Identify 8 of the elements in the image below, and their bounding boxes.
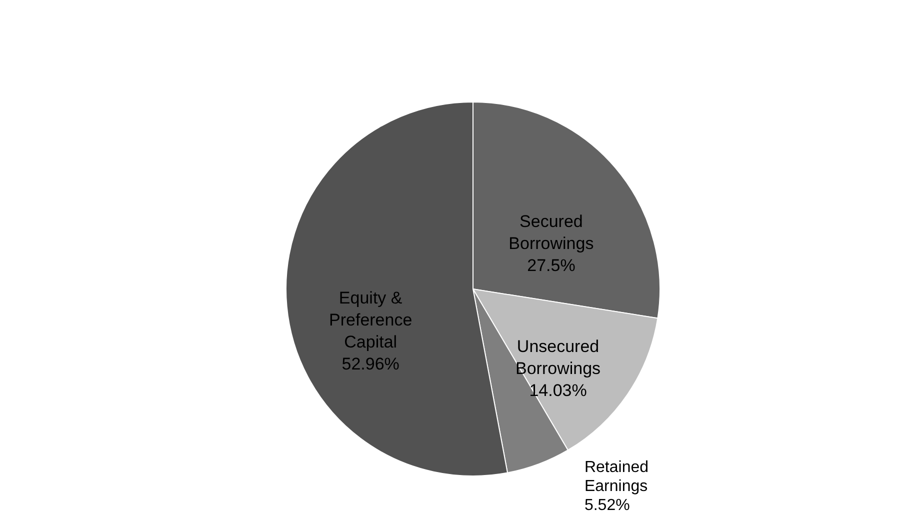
data-label: 14.03%	[529, 380, 587, 400]
slice-label: Retained Earnings	[584, 458, 649, 495]
slice-label: Secured Borrowings	[508, 212, 594, 254]
data-label: 5.52%	[584, 496, 630, 514]
data-label: 52.96%	[342, 354, 400, 374]
slice-label: Unsecured Borrowings	[516, 336, 601, 378]
data-label: 27.5%	[527, 256, 576, 276]
slice-label: Equity & Preference Capital	[329, 288, 412, 352]
